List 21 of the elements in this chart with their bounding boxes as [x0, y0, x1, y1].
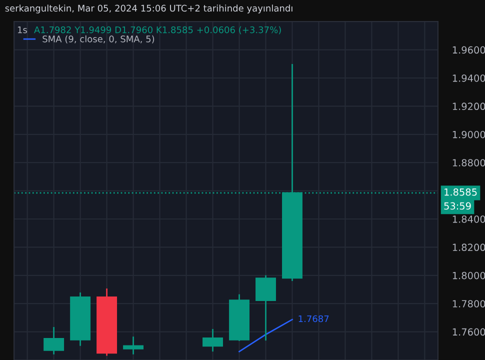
text: serkangultekin, Mar 05, 2024 15:06 UTC+2 tarihinde yayınlandı	[5, 4, 292, 14]
y-tick-label: 1.8400	[452, 215, 485, 223]
ref-line-label: 1.8585	[444, 188, 477, 196]
y-tick-label: 1.8000	[452, 272, 485, 280]
y-tick-label: 1.7600	[452, 328, 485, 336]
data-label: 1.7687	[298, 315, 329, 322]
y-tick-label: 1.8200	[452, 244, 485, 252]
chart-subtitle: A1.7982 Y1.9499 D1.7960 K1.8585 +0.0606 (+3.37%)	[34, 26, 281, 34]
y-tick-label: 1.9000	[452, 130, 485, 138]
text: 53:59	[444, 202, 471, 210]
y-tick-label: 1.7800	[452, 300, 485, 308]
chart-title: 1s	[18, 26, 27, 34]
y-tick-label: 1.8800	[452, 159, 485, 166]
y-tick-label: 1.9200	[452, 102, 485, 110]
candlestick	[123, 336, 144, 356]
candlestick	[256, 274, 276, 342]
y-tick-label: 1.9400	[452, 74, 485, 82]
y-tick-label: 1.9600	[452, 46, 485, 54]
legend-label: SMA (9, close, 0, SMA, 5)	[42, 35, 154, 44]
candlestick	[202, 328, 223, 352]
candlestick	[44, 326, 64, 356]
